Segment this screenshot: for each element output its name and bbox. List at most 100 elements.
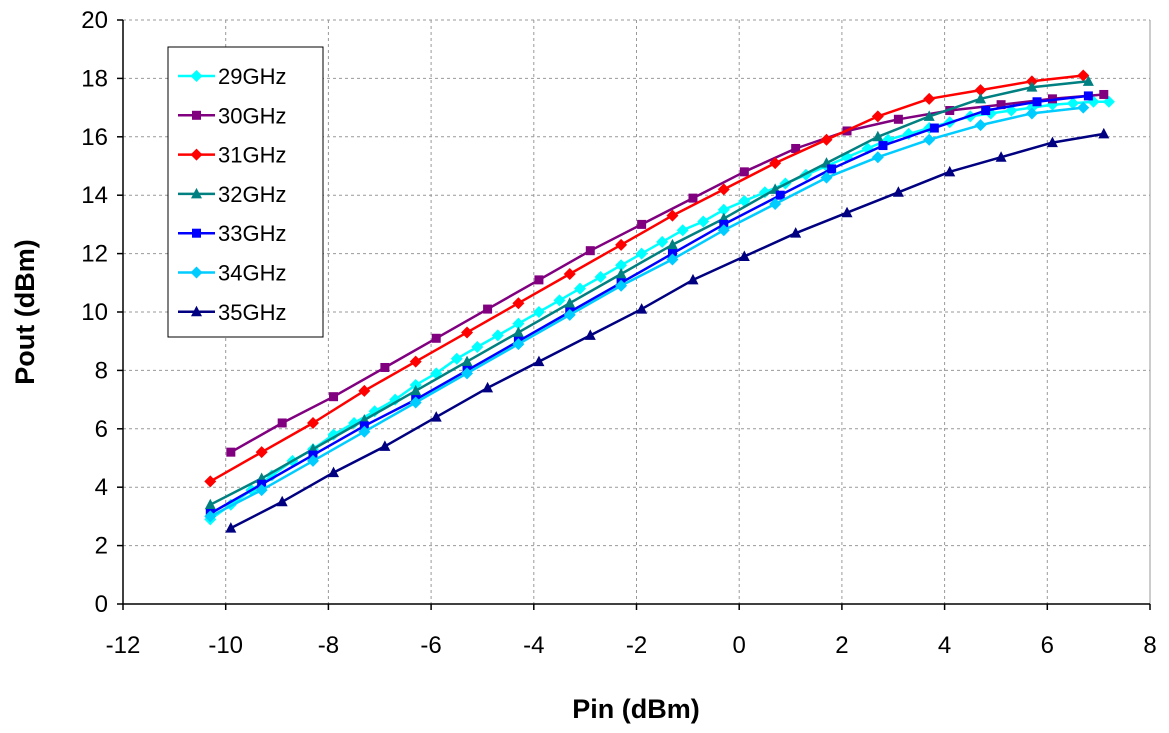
data-point: [1098, 127, 1110, 139]
x-axis-title: Pin (dBm): [572, 694, 700, 724]
x-tick-label: -12: [106, 632, 141, 659]
legend-item: 33GHz: [178, 221, 286, 246]
data-point: [790, 227, 802, 238]
legend-swatch-marker: [192, 228, 201, 238]
x-tick-label: -2: [626, 632, 647, 659]
series-line: [209, 80, 1089, 506]
x-tick-label: 0: [733, 632, 746, 659]
data-point: [688, 193, 698, 203]
data-point: [893, 114, 903, 124]
data-point: [615, 259, 628, 272]
data-point: [327, 428, 340, 441]
data-point: [820, 133, 833, 146]
data-point: [1025, 107, 1038, 120]
data-point: [358, 425, 371, 438]
data-point: [717, 183, 730, 196]
data-point: [1032, 97, 1042, 107]
data-point: [615, 268, 627, 279]
data-point: [872, 130, 884, 142]
data-point: [410, 384, 422, 396]
axes: [117, 19, 1151, 610]
data-point: [512, 338, 525, 351]
data-point: [265, 469, 278, 482]
legend: 29GHz 30GHz 31GHz 32GHz 33GHz 34GHz 35GHz: [167, 46, 324, 338]
legend-item: 32GHz: [178, 182, 286, 207]
data-point: [461, 367, 474, 380]
data-point: [483, 304, 493, 314]
data-point: [944, 165, 956, 177]
data-point: [482, 381, 494, 393]
legend-label: 35GHz: [218, 300, 286, 325]
data-point: [923, 133, 936, 146]
y-tick-label: 10: [81, 299, 108, 326]
data-point: [348, 416, 361, 429]
data-point: [379, 440, 391, 451]
y-tick-label: 8: [95, 357, 108, 384]
data-point: [389, 393, 402, 406]
data-point: [574, 282, 587, 295]
data-point: [1099, 89, 1109, 99]
data-point: [430, 411, 442, 422]
data-point: [975, 92, 987, 104]
y-tick-label: 20: [81, 7, 108, 34]
data-point: [226, 447, 236, 457]
legend-label: 31GHz: [218, 143, 286, 168]
data-point: [450, 352, 463, 365]
data-point: [534, 275, 544, 285]
legend-item: 30GHz: [178, 103, 286, 128]
data-point: [461, 326, 474, 339]
data-point: [878, 141, 888, 151]
data-point: [512, 297, 525, 310]
legend-swatch-marker: [190, 148, 203, 161]
data-point: [974, 119, 987, 132]
data-point: [368, 405, 381, 418]
data-point: [676, 224, 689, 237]
series-34GHz: [204, 101, 1090, 523]
legend-item: 31GHz: [178, 143, 286, 168]
data-point: [594, 270, 607, 283]
series-31GHz: [204, 69, 1090, 488]
data-point: [637, 219, 647, 229]
y-tick-label: 6: [95, 416, 108, 443]
data-point: [996, 100, 1006, 110]
data-point: [255, 446, 268, 459]
data-point: [615, 238, 628, 251]
data-point: [687, 273, 699, 285]
data-point: [358, 384, 371, 397]
data-point: [204, 498, 216, 510]
data-point: [717, 224, 730, 237]
legend-swatch-marker: [191, 305, 202, 317]
data-point: [431, 333, 441, 343]
data-point: [533, 355, 545, 367]
data-point: [615, 279, 628, 292]
data-point: [929, 123, 939, 133]
data-point: [739, 167, 749, 177]
data-point: [1083, 91, 1093, 101]
legend-label: 34GHz: [218, 261, 286, 286]
y-tick-label: 18: [81, 65, 108, 92]
data-point: [1046, 136, 1058, 148]
data-point: [769, 197, 782, 210]
data-point: [974, 84, 987, 97]
y-tick-labels: 0 2 4 6 8 10 12 14 16 18 20: [81, 7, 108, 618]
series: [204, 69, 1115, 533]
x-tick-label: 6: [1041, 632, 1054, 659]
data-point: [306, 454, 319, 467]
series-line: [230, 132, 1105, 530]
legend-label: 33GHz: [218, 221, 286, 246]
data-point: [666, 253, 679, 266]
x-tick-label: -6: [420, 632, 441, 659]
data-point: [512, 326, 524, 337]
data-point: [995, 151, 1007, 162]
data-point: [1026, 81, 1038, 92]
x-tick-labels: -12 -10 -8 -6 -4 -2 0 2 4 6 8: [106, 632, 1157, 659]
legend-label: 32GHz: [218, 182, 286, 207]
legend-item: 35GHz: [178, 300, 286, 325]
data-point: [791, 143, 801, 153]
x-tick-label: 8: [1143, 632, 1156, 659]
data-point: [471, 341, 484, 354]
data-point: [636, 303, 648, 314]
data-point: [532, 306, 545, 318]
